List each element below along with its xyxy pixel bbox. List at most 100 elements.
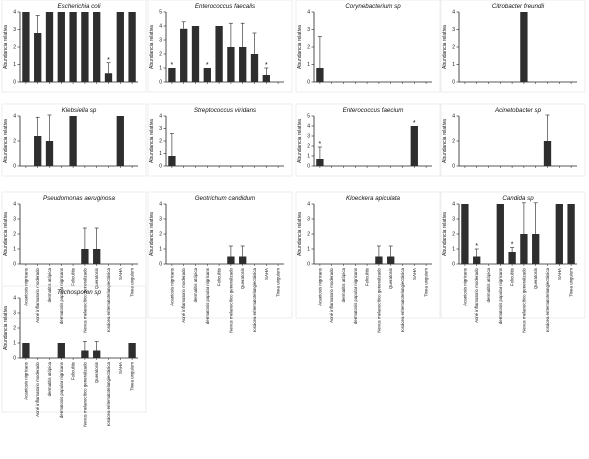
y-tick-label: 3	[13, 217, 16, 223]
category-label: Acné inflamatorio moderado	[474, 267, 479, 322]
y-tick-label: 0	[13, 262, 16, 268]
y-tick-label: 2	[159, 232, 162, 238]
bar	[250, 54, 259, 82]
category-label: dermatitis atópica	[341, 267, 346, 302]
bar	[81, 249, 89, 264]
category-label: Acantosis nigricans	[317, 267, 322, 306]
bar	[180, 28, 188, 82]
y-tick-label: 2	[307, 232, 310, 238]
panel-frame	[1, 0, 147, 93]
significance-star: *	[475, 243, 478, 250]
category-label: Acantosis nigricans	[462, 267, 467, 306]
bar	[45, 141, 54, 166]
y-tick-label: 2	[13, 45, 16, 51]
bar	[555, 204, 563, 264]
y-tick-label: 3	[159, 217, 162, 223]
category-label: SAHA	[264, 268, 269, 280]
category-label: rosácea eritematotelangiectásica	[400, 267, 405, 332]
category-label: Tinea unguium	[130, 362, 135, 391]
category-label: Tinea unguium	[130, 268, 135, 297]
y-tick-label: 1	[159, 66, 162, 72]
y-tick-label: 1	[13, 62, 16, 68]
bar	[22, 12, 30, 82]
y-tick-label: 3	[159, 38, 162, 44]
chart-panel-11: Kloeckera apiculata Abundancia relativa 0 1…	[295, 191, 441, 333]
chart-title: Candida sp	[502, 195, 534, 202]
category-label: Foliculitis	[365, 267, 370, 286]
y-tick-label: 4	[13, 114, 16, 120]
y-tick-label: 2	[159, 52, 162, 58]
chart-title: Kloeckera apiculata	[346, 195, 401, 202]
significance-star: *	[171, 62, 174, 69]
bar	[375, 256, 383, 264]
bar	[34, 136, 42, 166]
y-tick-label: 4	[159, 202, 162, 208]
y-tick-label: 2	[307, 45, 310, 51]
panel-frame	[440, 191, 586, 319]
y-tick-label: 2	[13, 326, 16, 332]
bar	[45, 12, 54, 82]
panel-frame	[295, 103, 441, 177]
category-label: Tinea unguium	[424, 268, 429, 297]
y-tick-label: 2	[452, 139, 455, 145]
category-label: dermatitis atópica	[47, 361, 52, 396]
category-label: dermatosis papular nigricans	[205, 267, 210, 324]
category-label: dermatitis atópica	[486, 267, 491, 302]
panel-frame	[147, 103, 293, 177]
bar	[57, 343, 65, 358]
category-label: dermatitis atópica	[47, 267, 52, 302]
y-tick-label: 2	[13, 139, 16, 145]
significance-star: *	[511, 242, 514, 249]
chart-title: Pseudomonas aeruginosa	[43, 195, 115, 202]
y-tick-label: 0	[307, 80, 310, 86]
y-axis-label: Abundancia relativa	[3, 306, 9, 350]
y-tick-label: 4	[13, 10, 16, 16]
category-label: Queratosis	[533, 267, 538, 289]
bar	[496, 204, 504, 264]
chart-title: Escherichia coli	[58, 3, 102, 10]
y-tick-label: 0	[13, 164, 16, 170]
bar	[215, 26, 223, 82]
bar	[239, 47, 247, 82]
y-tick-label: 4	[159, 114, 162, 120]
y-tick-label: 0	[159, 164, 162, 170]
panel-frame	[147, 191, 293, 319]
chart-panel-13: Trichosporon sp Abundancia relativa 0 1 2 3 4 A…	[1, 285, 147, 427]
bar	[168, 68, 176, 82]
y-tick-label: 3	[452, 27, 455, 33]
y-tick-label: 0	[13, 80, 16, 86]
y-tick-label: 3	[13, 27, 16, 33]
y-tick-label: 4	[452, 202, 455, 208]
bar	[116, 116, 124, 166]
y-tick-label: 1	[159, 247, 162, 253]
bar	[128, 343, 136, 358]
bar	[116, 12, 124, 82]
y-tick-label: 4	[452, 10, 455, 16]
panel-frame	[1, 103, 147, 177]
category-label: Foliculitis	[71, 361, 76, 380]
bar	[128, 12, 136, 82]
chart-panel-12: Candida sp Abundancia relativa 0 1 2 3 4 Acanto…	[440, 191, 586, 333]
chart-title: Klebsiella sp	[62, 107, 97, 114]
y-tick-label: 3	[307, 27, 310, 33]
significance-star: *	[107, 57, 110, 64]
category-label: Nevus melanocítico generalizado	[521, 267, 526, 332]
category-label: Acantosis nigricans	[169, 267, 174, 306]
significance-star: *	[413, 120, 416, 127]
chart-title: Enterococcus faecalis	[195, 3, 255, 10]
y-tick-label: 1	[307, 247, 310, 253]
category-label: dermatosis papular nigricans	[353, 267, 358, 324]
bar	[69, 116, 77, 166]
bar	[316, 68, 324, 82]
chart-title: Trichosporon sp	[57, 289, 101, 296]
category-label: Queratosis	[240, 267, 245, 289]
panel-frame	[1, 285, 147, 413]
panel-frame	[440, 103, 586, 177]
panel-frame	[147, 0, 293, 93]
bar	[316, 159, 324, 166]
bar	[93, 350, 101, 358]
y-tick-label: 2	[159, 139, 162, 145]
y-tick-label: 4	[13, 296, 16, 302]
category-label: Acné inflamatorio moderado	[329, 267, 334, 322]
